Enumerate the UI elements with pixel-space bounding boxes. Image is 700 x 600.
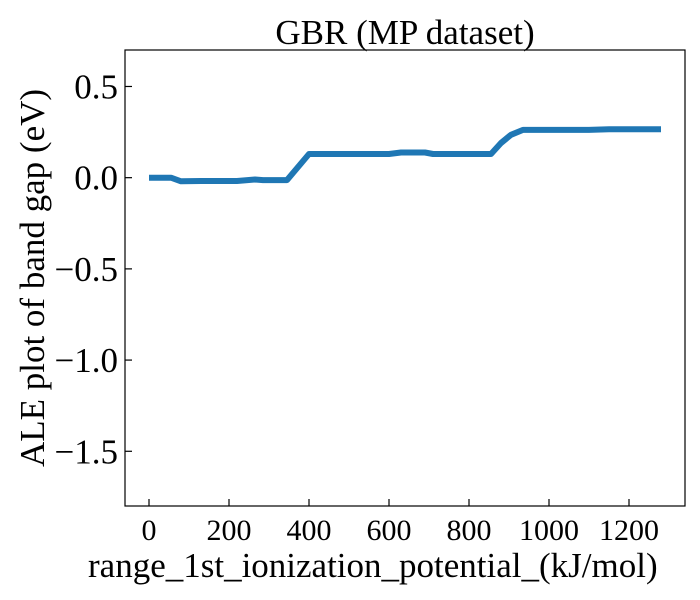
chart-title: GBR (MP dataset)	[275, 13, 534, 52]
x-tick-label: 0	[142, 514, 157, 547]
y-tick-label: −1.5	[55, 432, 119, 471]
x-tick-label: 1200	[599, 514, 659, 547]
x-tick-label: 800	[447, 514, 492, 547]
x-tick-label: 600	[367, 514, 412, 547]
y-tick-label: −1.0	[55, 341, 119, 380]
x-tick-label: 200	[207, 514, 252, 547]
x-tick-label: 1000	[519, 514, 579, 547]
y-axis-label: ALE plot of band gap (eV)	[13, 89, 52, 467]
y-tick-label: 0.5	[74, 67, 118, 106]
x-axis-label: range_1st_ionization_potential_(kJ/mol)	[88, 546, 658, 585]
x-tick-label: 400	[287, 514, 332, 547]
ale-series-line	[149, 126, 661, 185]
y-axis-ticks: 0.5 0.0 −0.5 −1.0 −1.5	[55, 67, 132, 471]
plot-frame	[124, 49, 686, 507]
y-tick-label: −0.5	[55, 250, 119, 289]
y-tick-label: 0.0	[74, 159, 118, 198]
x-axis-ticks: 0 200 400 600 800 1000 1200	[142, 499, 659, 547]
series-lines	[149, 126, 661, 185]
